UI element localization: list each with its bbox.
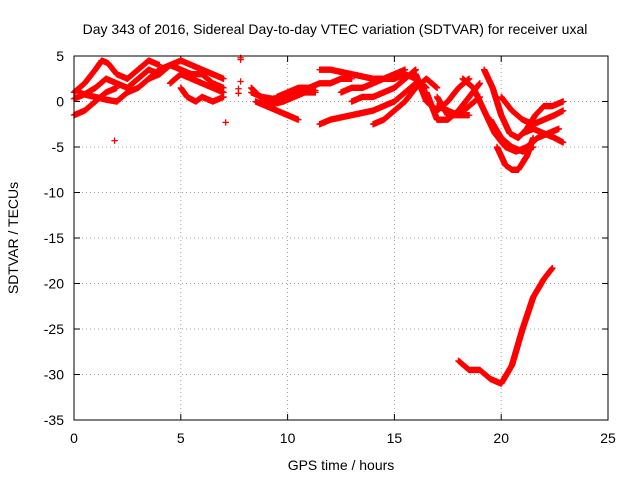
data-points xyxy=(70,54,567,387)
data-point xyxy=(433,84,441,92)
y-tick-label: -10 xyxy=(44,185,64,201)
x-tick-label: 0 xyxy=(70,430,78,446)
y-tick-label: -30 xyxy=(44,367,64,383)
data-point xyxy=(530,143,537,151)
data-point xyxy=(237,56,244,63)
tick-labels: 0 5 10 15 20 25 5 0 -5 -10 -15 -20 -25 -30 -35 xyxy=(44,48,616,446)
data-point xyxy=(312,87,319,94)
data-point xyxy=(559,139,567,146)
x-tick-label: 15 xyxy=(387,430,403,446)
y-tick-label: -5 xyxy=(52,139,65,155)
data-point xyxy=(465,111,473,119)
data-point xyxy=(237,78,244,85)
y-tick-label: 5 xyxy=(56,48,64,64)
data-point xyxy=(220,93,227,101)
data-point xyxy=(476,80,484,87)
data-point xyxy=(559,98,567,105)
plot-frame xyxy=(73,55,609,421)
data-point xyxy=(222,119,229,126)
x-tick-label: 10 xyxy=(280,430,296,446)
grid-lines xyxy=(74,56,608,420)
data-point xyxy=(555,125,563,132)
data-point xyxy=(559,107,567,114)
x-tick-label: 20 xyxy=(493,430,509,446)
data-point xyxy=(401,66,409,73)
y-tick-label: 0 xyxy=(56,94,64,110)
data-point xyxy=(220,75,227,82)
x-tick-label: 5 xyxy=(177,430,185,446)
y-axis-label: SDTVAR / TECUs xyxy=(5,182,21,294)
y-tick-label: -20 xyxy=(44,276,64,292)
data-point xyxy=(530,134,537,142)
x-tick-label: 25 xyxy=(600,430,616,446)
x-axis-label: GPS time / hours xyxy=(288,457,395,473)
data-point xyxy=(235,90,242,97)
chart-title: Day 343 of 2016, Sidereal Day-to-day VTE… xyxy=(83,21,588,37)
data-point xyxy=(549,264,556,272)
data-point xyxy=(295,116,302,123)
data-point xyxy=(111,137,118,144)
y-tick-label: -35 xyxy=(44,412,64,428)
y-tick-label: -15 xyxy=(44,230,64,246)
data-point xyxy=(465,75,473,82)
y-tick-label: -25 xyxy=(44,321,64,337)
